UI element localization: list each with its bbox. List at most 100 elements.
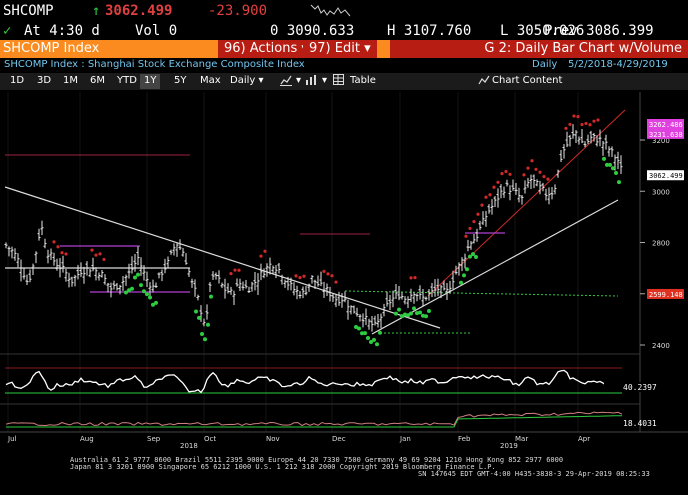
range-button-1d[interactable]: 1D — [10, 75, 25, 86]
price-bar — [607, 146, 611, 157]
net-change: -23.900 — [208, 3, 268, 19]
quote-volume: Vol 0 — [135, 23, 178, 39]
price-bar — [499, 184, 503, 199]
count-mark-red — [102, 257, 106, 262]
price-bar — [73, 274, 77, 287]
count-mark-green — [136, 272, 140, 277]
price-bar — [49, 248, 53, 260]
count-mark-green — [406, 313, 410, 318]
indicator-panel: 40.2397 — [0, 353, 657, 394]
price-bar — [328, 286, 332, 302]
count-mark-green — [354, 325, 358, 330]
count-mark-green — [427, 308, 431, 313]
price-bar — [55, 258, 59, 271]
footer-line-1: Australia 61 2 9777 8600 Brazil 5511 239… — [70, 456, 564, 464]
count-mark-green — [462, 273, 466, 278]
price-chart[interactable]: 32003000280026002400 3262.4863231.638306… — [0, 92, 688, 495]
count-mark-red — [237, 268, 241, 272]
count-mark-green — [397, 307, 401, 312]
price-bar — [484, 210, 488, 227]
quote-bar: SHCOMP ↑ 3062.499 -23.900 — [0, 0, 688, 22]
up-arrow-icon: ↑ — [92, 3, 101, 19]
actions-menu[interactable]: 96) Actions ▾ — [218, 40, 314, 58]
price-bar — [448, 280, 452, 294]
price-bar — [40, 220, 44, 236]
range-button-1m[interactable]: 1M — [63, 75, 78, 86]
price-bar — [301, 286, 305, 299]
price-bar — [517, 187, 521, 203]
table-icon[interactable] — [333, 74, 344, 88]
price-bar — [103, 274, 107, 285]
chart-toolbar: 1D 3D 1M 6M YTD 1Y 5Y Max Daily ▾ ▾ ▾ Ta… — [0, 73, 688, 90]
chart-content-icon[interactable] — [478, 74, 490, 89]
count-mark-red — [504, 169, 508, 174]
month-label: Jan — [399, 435, 411, 443]
count-mark-green — [605, 162, 609, 167]
price-bar — [151, 279, 155, 293]
range-button-max[interactable]: Max — [200, 75, 221, 86]
price-bar — [382, 303, 386, 317]
month-label: Sep — [147, 435, 161, 443]
price-bar — [388, 294, 392, 311]
time-axis: Jul Aug Sep Oct Nov Dec Jan Feb Mar Apr 2018 2019 — [7, 435, 590, 450]
price-bar — [361, 313, 365, 328]
price-bar — [421, 288, 425, 307]
range-button-3d[interactable]: 3D — [37, 75, 52, 86]
price-bar — [82, 266, 86, 284]
table-button[interactable]: Table — [350, 75, 376, 86]
range-button-6m[interactable]: 6M — [90, 75, 105, 86]
count-mark-green — [614, 170, 618, 175]
quote-detail-bar: ✓ At 4:30 d Vol 0 0 3090.633 H 3107.760 … — [0, 22, 688, 41]
range-button-1y-selected[interactable]: 1Y — [140, 74, 161, 89]
count-mark-green — [409, 311, 413, 316]
price-bar — [577, 136, 581, 145]
count-mark-red — [564, 126, 568, 130]
price-bar — [58, 257, 62, 278]
price-bar — [70, 276, 74, 287]
price-bar — [244, 279, 248, 289]
chart-title: G 2: Daily Bar Chart w/Volume — [390, 40, 688, 58]
price-bar — [112, 280, 116, 290]
count-mark-red — [596, 118, 600, 122]
price-bar — [595, 135, 599, 147]
axis-tick-label: 3200 — [652, 137, 670, 145]
count-mark-red — [56, 245, 60, 249]
count-mark-green — [148, 295, 152, 300]
price-bar — [457, 262, 461, 276]
count-mark-green — [412, 306, 416, 311]
price-bar — [7, 246, 11, 257]
line-chart-icon[interactable] — [280, 74, 292, 89]
count-mark-red — [330, 274, 334, 278]
price-bar — [259, 263, 263, 281]
price-bar — [412, 292, 416, 304]
chart-date-range: 5/2/2018-4/29/2019 — [568, 59, 668, 70]
security-name[interactable]: SHCOMP Index — [3, 41, 100, 56]
frequency-select[interactable]: Daily ▾ — [230, 75, 264, 86]
dropdown-arrow-icon[interactable]: ▾ — [322, 75, 328, 86]
month-label: Mar — [515, 435, 528, 443]
count-mark-red — [334, 280, 338, 284]
chart-content-button[interactable]: Chart Content — [492, 75, 563, 86]
price-bar — [583, 141, 587, 148]
edit-menu-label: Edit — [334, 41, 360, 56]
count-mark-red — [538, 170, 542, 174]
price-bar — [319, 271, 323, 287]
quote-low: L 3050.026 — [500, 23, 585, 39]
dropdown-arrow-icon[interactable]: ▾ — [296, 75, 302, 86]
range-button-ytd[interactable]: YTD — [117, 75, 137, 86]
price-bar — [175, 243, 179, 257]
range-button-5y[interactable]: 5Y — [174, 75, 187, 86]
last-price: 3062.499 — [105, 3, 173, 19]
price-bar — [445, 283, 449, 301]
price-bar — [268, 257, 272, 275]
price-bar — [562, 144, 566, 159]
price-bar — [223, 278, 227, 299]
bar-chart-icon[interactable] — [305, 74, 317, 89]
edit-menu[interactable]: 97) Edit ▾ — [303, 40, 377, 58]
price-bar — [526, 177, 530, 188]
count-mark-red — [484, 195, 488, 199]
price-bar — [280, 274, 284, 285]
price-bar — [460, 257, 464, 272]
price-bar — [187, 267, 191, 278]
count-mark-green — [200, 332, 204, 337]
